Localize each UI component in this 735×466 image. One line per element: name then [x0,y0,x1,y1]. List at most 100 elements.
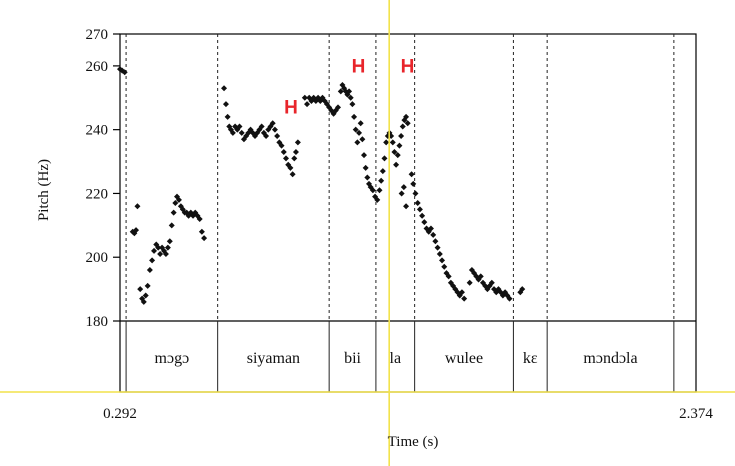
pitch-point [289,171,296,178]
word-label: wulee [445,350,483,367]
word-label: mɔgɔ [155,350,190,367]
pitch-point [398,190,405,197]
pitch-point [280,148,287,155]
word-label: kɛ [523,350,538,367]
pitch-point [434,244,441,251]
pitch-point [168,222,175,229]
pitch-point [383,139,390,146]
pitch-point [142,292,149,299]
pitch-point [172,200,179,207]
y-tick-label: 260 [86,59,109,75]
y-tick-label: 200 [86,250,109,266]
tone-label-h: H [401,56,415,77]
pitch-point [144,282,151,289]
pitch-point [391,148,398,155]
pitch-point [134,203,141,210]
pitch-point [379,168,386,175]
pitch-point [294,139,301,146]
pitch-point [412,190,419,197]
pitch-point [229,129,236,136]
pitch-point [221,85,228,92]
pitch-point [274,133,281,140]
pitch-point [361,152,368,159]
pitch-point [364,174,371,181]
pitch-point [393,161,400,168]
y-tick-label: 180 [86,314,109,330]
word-label: bii [344,350,361,367]
pitch-point [175,196,182,203]
pitch-point [410,180,417,187]
pitch-point [155,244,162,251]
pitch-point [287,164,294,171]
pitch-point [137,286,144,293]
y-tick-label: 240 [86,123,109,139]
pitch-point [157,251,164,258]
pitch-point [421,219,428,226]
x-axis-label: Time (s) [388,434,439,450]
pitch-point [399,123,406,130]
pitch-point [121,69,128,76]
y-axis-label: Pitch (Hz) [36,159,52,221]
pitch-point [376,187,383,194]
pitch-point [439,257,446,264]
pitch-point [337,88,344,95]
pitch-point [461,295,468,302]
pitch-point [198,228,205,235]
pitch-point [304,101,311,108]
pitch-point [351,113,358,120]
pitch-point [362,164,369,171]
tone-label-h: H [284,98,298,119]
pitch-point [335,104,342,111]
pitch-point [222,101,229,108]
pitch-point [506,295,513,302]
pitch-point [357,120,364,127]
pitch-point [408,171,415,178]
pitch-point [414,200,421,207]
pitch-point [282,155,289,162]
pitch-point [347,94,354,101]
pitch-point [164,244,171,251]
pitch-point [196,215,203,222]
y-tick-label: 220 [86,186,109,202]
pitch-point [403,203,410,210]
pitch-point [226,123,233,130]
pitch-point [151,247,158,254]
pitch-point [162,251,169,258]
word-label: siyaman [247,350,300,367]
pitch-point [133,227,140,234]
word-label: la [390,350,402,367]
pitch-point [374,196,381,203]
plot-frame [119,33,697,393]
pitch-points [117,66,526,305]
pitch-point [416,206,423,213]
pitch-point [432,238,439,245]
pitch-point [441,263,448,270]
word-boundaries [125,34,675,392]
pitch-point [238,129,245,136]
x-tick-label-start: 0.292 [103,406,137,422]
pitch-point [356,129,363,136]
pitch-point [519,286,526,293]
pitch-point [398,133,405,140]
pitch-point [236,123,243,130]
y-axis-ticks: 180 200 220 240 260 270 [86,27,120,330]
word-tier: mɔgɔ siyaman bii la wulee kɛ mɔndɔla [155,350,638,367]
pitch-point [352,126,359,133]
pitch-point [458,289,465,296]
pitch-point [140,298,147,305]
pitch-point [427,225,434,232]
pitch-point [436,251,443,258]
pitch-point [403,113,410,120]
pitch-point [466,279,473,286]
pitch-point [201,235,208,242]
pitch-point [232,123,239,130]
pitch-point [301,94,308,101]
pitch-point [378,177,385,184]
pitch-point [389,139,396,146]
pitch-point [291,155,298,162]
pitch-point [278,142,285,149]
tone-labels: H H H [284,56,414,118]
pitch-point [381,155,388,162]
